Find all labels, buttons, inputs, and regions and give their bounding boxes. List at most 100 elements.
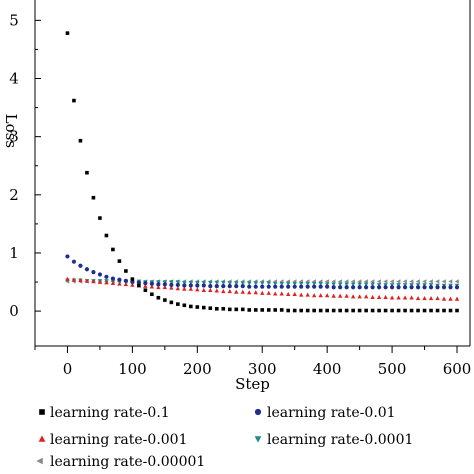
data-point — [370, 294, 375, 299]
legend-item: learning rate-0.0001 — [254, 432, 413, 448]
data-point — [331, 279, 336, 284]
data-point — [292, 291, 297, 297]
data-point — [331, 282, 336, 287]
data-point — [221, 288, 226, 294]
data-point — [389, 295, 395, 300]
data-point — [130, 277, 135, 281]
data-point — [169, 280, 174, 285]
data-point — [273, 284, 278, 289]
data-point — [299, 284, 304, 289]
data-point — [312, 284, 317, 289]
data-point — [396, 308, 401, 313]
data-point — [325, 293, 330, 298]
data-point — [396, 279, 401, 284]
data-point — [65, 254, 70, 259]
data-point — [351, 308, 355, 313]
data-point — [156, 282, 161, 287]
data-point — [201, 283, 206, 288]
data-point — [273, 308, 278, 312]
data-point — [136, 280, 141, 285]
data-point — [428, 279, 433, 284]
data-point — [169, 300, 174, 305]
data-point — [279, 308, 284, 312]
data-point — [422, 295, 427, 301]
y-tick-label: 2 — [9, 186, 19, 204]
data-point — [344, 293, 349, 298]
data-point — [344, 285, 349, 290]
data-point — [396, 285, 401, 290]
x-tick-label: 0 — [63, 360, 73, 378]
data-point — [331, 293, 336, 298]
data-point — [104, 233, 109, 238]
data-point — [383, 285, 388, 290]
data-point — [176, 302, 180, 306]
data-point — [208, 280, 213, 285]
data-point — [91, 270, 96, 275]
data-point — [279, 284, 284, 289]
data-point — [149, 284, 155, 289]
data-point — [195, 283, 200, 288]
data-point — [376, 279, 381, 284]
data-point — [344, 308, 349, 313]
data-point — [415, 285, 421, 290]
data-point — [182, 286, 187, 291]
data-point — [376, 294, 382, 299]
data-point — [390, 308, 394, 313]
data-point — [208, 287, 213, 292]
data-point — [227, 288, 232, 294]
x-tick-label: 500 — [378, 360, 407, 378]
data-point — [396, 295, 401, 300]
data-point — [65, 31, 70, 35]
data-point — [175, 282, 180, 288]
data-point — [78, 277, 83, 283]
data-point — [428, 285, 434, 290]
data-point — [448, 308, 453, 313]
data-point — [234, 281, 239, 286]
legend-marker — [36, 457, 43, 465]
legend-marker — [254, 408, 262, 416]
data-point — [331, 285, 336, 290]
data-point — [318, 281, 323, 287]
y-tick-label: 3 — [9, 128, 19, 146]
data-point — [182, 303, 187, 308]
data-point — [260, 290, 265, 295]
data-point — [91, 195, 96, 200]
data-point — [156, 284, 161, 290]
data-point — [78, 263, 83, 268]
data-point — [299, 308, 303, 313]
data-point — [253, 308, 258, 312]
y-tick-label: 5 — [9, 11, 19, 29]
data-point — [240, 307, 245, 312]
data-point — [98, 216, 102, 220]
data-point — [448, 285, 453, 290]
data-point — [415, 279, 420, 284]
series-triangle-up — [65, 276, 460, 301]
data-point — [364, 285, 369, 290]
data-point — [201, 280, 206, 285]
data-point — [338, 285, 343, 290]
data-point — [247, 290, 252, 295]
data-point — [266, 281, 271, 286]
data-point — [234, 289, 239, 294]
data-point — [318, 284, 323, 289]
data-point — [383, 279, 388, 284]
legend-label: learning rate-0.001 — [50, 432, 187, 448]
data-point — [85, 170, 89, 175]
data-point — [331, 308, 336, 313]
data-point — [364, 308, 368, 313]
data-point — [377, 285, 382, 290]
data-point — [350, 279, 355, 284]
data-point — [389, 285, 395, 290]
data-point — [363, 294, 369, 299]
data-point — [97, 272, 103, 277]
data-point — [117, 281, 122, 286]
data-point — [363, 282, 369, 287]
data-point — [357, 279, 362, 284]
legend-item: learning rate-0.1 — [39, 405, 170, 421]
data-point — [305, 281, 310, 287]
plot-area — [65, 31, 460, 313]
data-point — [351, 285, 356, 290]
data-point — [318, 308, 323, 313]
data-point — [234, 284, 239, 289]
data-point — [104, 280, 109, 285]
